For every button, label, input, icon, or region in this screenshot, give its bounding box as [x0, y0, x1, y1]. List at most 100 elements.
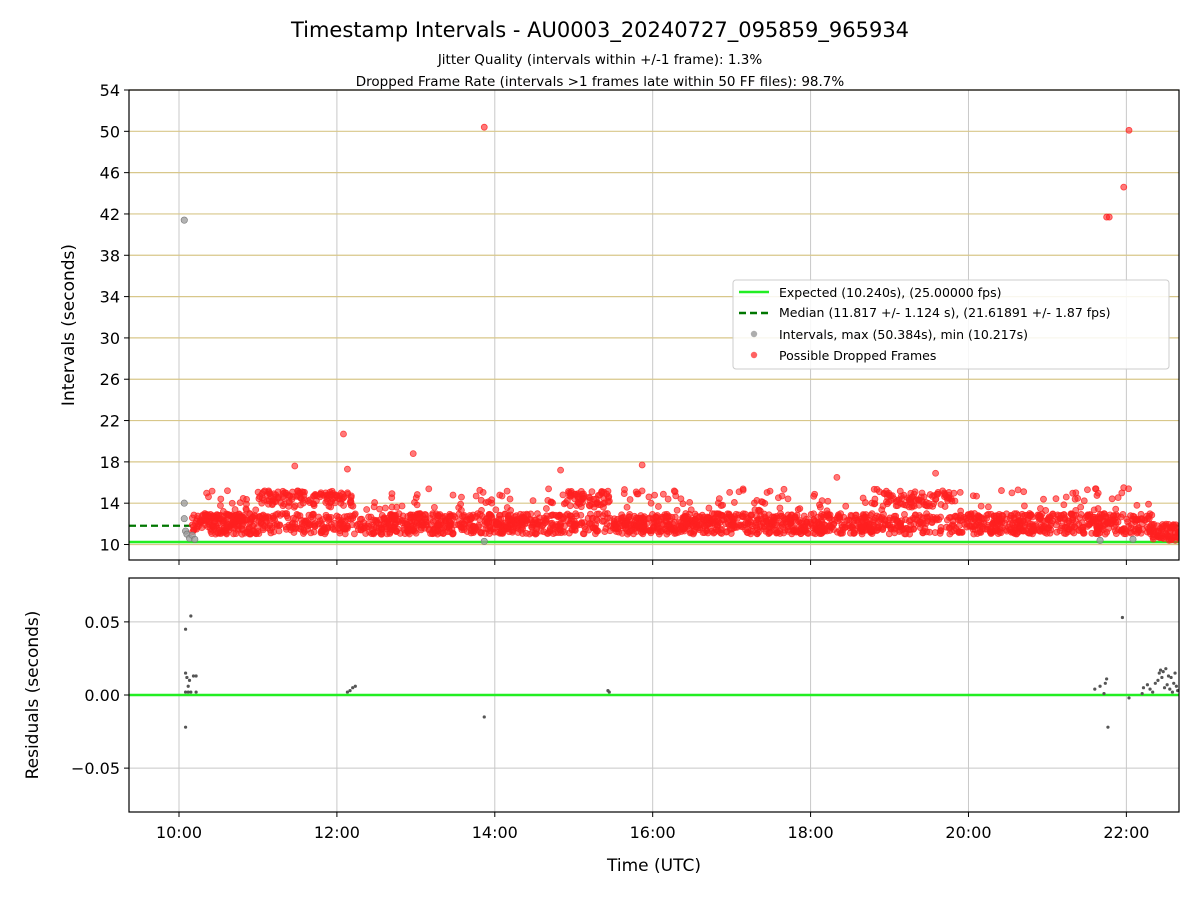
dropped-frame-point: [1137, 529, 1145, 537]
dropped-frame-point: [641, 522, 648, 530]
dropped-frame-point: [266, 522, 273, 529]
dropped-frame-point: [1067, 510, 1075, 518]
dropped-frame-point: [271, 516, 279, 523]
dropped-frame-point: [1105, 213, 1113, 221]
residual-point: [183, 627, 188, 631]
dropped-frame-point: [975, 521, 983, 529]
bottom-panel-plot: [129, 614, 1179, 729]
dropped-frame-point: [270, 496, 277, 504]
dropped-frame-point: [347, 498, 355, 506]
dropped-frame-point: [632, 488, 640, 496]
dropped-frame-point: [604, 487, 612, 495]
dropped-frame-point: [1124, 518, 1132, 526]
dropped-frame-point: [668, 513, 676, 521]
dropped-frame-point: [222, 529, 230, 537]
residual-point: [1173, 671, 1177, 675]
dropped-frame-point: [294, 511, 302, 519]
dropped-frame-point: [863, 526, 871, 534]
y-tick-label: 18: [100, 453, 120, 472]
dropped-frame-point: [385, 517, 392, 525]
residual-point: [1098, 684, 1102, 688]
dropped-frame-point: [365, 513, 372, 521]
dropped-frame-point: [374, 519, 382, 527]
residual-point: [1103, 681, 1107, 685]
dropped-frame-point: [571, 527, 579, 534]
dropped-frame-point: [412, 529, 420, 537]
dropped-frame-point: [1038, 523, 1046, 531]
dropped-frame-point: [448, 526, 456, 533]
dropped-frame-point: [288, 520, 296, 528]
dropped-frame-point: [1038, 510, 1046, 518]
dropped-frame-point: [763, 489, 771, 496]
dropped-frame-point: [765, 523, 773, 531]
legend-box: [732, 279, 1170, 370]
dropped-frame-point: [589, 515, 596, 522]
dropped-frame-point: [956, 517, 964, 524]
dropped-frame-point: [897, 492, 905, 500]
dropped-frame-point: [750, 499, 758, 507]
dropped-frame-point: [508, 517, 516, 525]
residual-point: [183, 671, 188, 675]
interval-point: [180, 499, 188, 507]
y-tick-label: 38: [100, 246, 120, 265]
dropped-frame-point: [572, 510, 580, 518]
dropped-frame-point: [246, 519, 254, 527]
dropped-frame-point: [818, 510, 826, 518]
dropped-frame-point: [698, 516, 706, 524]
legend-expected-label: Expected (10.240s), (25.00000 fps): [779, 285, 1001, 300]
dropped-frame-point: [1071, 523, 1079, 531]
dropped-frame-point: [1006, 520, 1013, 528]
dropped-frame-point: [506, 495, 514, 503]
dropped-frame-point: [598, 488, 605, 496]
dropped-frame-point: [884, 500, 891, 508]
residual-point: [1176, 689, 1179, 693]
dropped-frame-point: [302, 517, 310, 525]
dropped-frame-point: [552, 529, 559, 537]
dropped-frame-point: [255, 513, 263, 521]
dropped-frame-point: [1101, 510, 1108, 518]
dropped-frame-point: [466, 524, 473, 532]
dropped-frame-point: [471, 527, 478, 534]
dropped-frame-point: [1094, 505, 1102, 512]
dropped-frame-point: [217, 495, 225, 503]
dropped-frame-point: [969, 492, 977, 500]
dropped-frame-point: [926, 513, 934, 521]
dropped-frame-point: [579, 530, 587, 537]
residual-point: [1166, 674, 1171, 678]
dropped-frame-point: [496, 524, 504, 532]
legend-intervals-marker: [750, 330, 758, 338]
dropped-frame-point: [456, 520, 464, 528]
dropped-frame-point: [588, 520, 596, 528]
residual-point: [186, 684, 190, 688]
residual-point: [345, 690, 350, 694]
dropped-frame-point: [350, 530, 358, 538]
dropped-frame-point: [1086, 511, 1094, 519]
dropped-frame-point: [1138, 515, 1146, 523]
dropped-frame-point: [217, 502, 224, 509]
dropped-frame-point: [905, 496, 913, 504]
dropped-frame-point: [1072, 506, 1080, 514]
dropped-frame-point: [522, 515, 530, 523]
dropped-frame-point: [914, 496, 922, 504]
dropped-frame-point: [997, 529, 1005, 537]
chart-subtitle-jitter: Jitter Quality (intervals within +/-1 fr…: [437, 52, 763, 68]
chart-title: Timestamp Intervals - AU0003_20240727_09…: [290, 18, 909, 43]
dropped-frame-point: [634, 514, 642, 522]
dropped-frame-point: [522, 529, 530, 537]
dropped-frame-point: [833, 473, 841, 481]
dropped-frame-point: [758, 498, 765, 506]
dropped-frame-point: [971, 526, 979, 533]
dropped-frame-point: [544, 530, 552, 537]
dropped-frame-point: [503, 487, 511, 495]
dropped-frame-point: [634, 521, 642, 529]
dropped-frame-point: [431, 503, 438, 511]
dropped-frame-point: [279, 487, 287, 495]
dropped-frame-point: [746, 516, 753, 524]
dropped-frame-point: [720, 516, 728, 524]
residual-point: [1141, 686, 1146, 690]
dropped-frame-point: [977, 502, 985, 510]
dropped-frame-point: [1106, 511, 1114, 519]
dropped-frame-point: [549, 499, 557, 507]
dropped-frame-point: [311, 522, 318, 530]
dropped-frame-point: [1120, 484, 1128, 492]
